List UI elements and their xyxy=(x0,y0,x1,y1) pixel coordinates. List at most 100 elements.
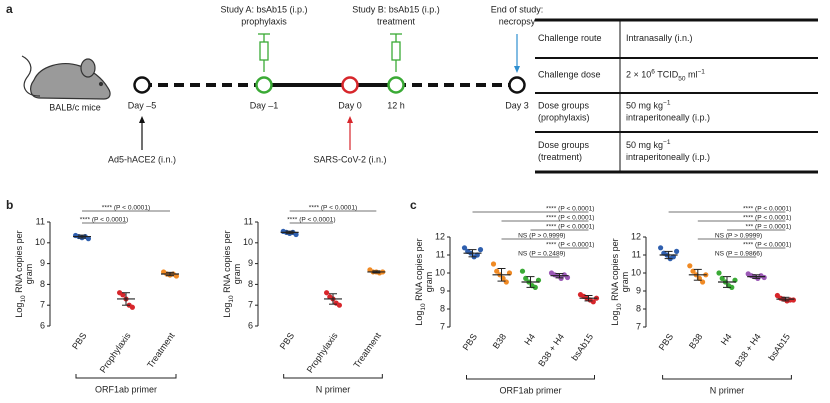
y-tick-label: 9 xyxy=(636,285,641,295)
y-axis-label: gram xyxy=(232,264,242,285)
event-label: End of study: xyxy=(491,4,544,14)
y-tick-label: 12 xyxy=(435,231,445,241)
event-label: Ad5-hACE2 (i.n.) xyxy=(108,154,176,164)
y-axis-label: Log10 RNA copies per xyxy=(610,238,623,325)
x-tick-label: Prophylaxis xyxy=(98,330,133,374)
data-point xyxy=(494,268,500,274)
syringe-body xyxy=(259,41,269,61)
significance-label: **** (P < 0.0001) xyxy=(743,214,791,221)
table-cell: Intranasally (i.n.) xyxy=(626,33,693,43)
significance-label: **** (P < 0.0001) xyxy=(546,223,594,230)
group-bracket xyxy=(466,375,595,380)
day-label: Day 3 xyxy=(505,100,529,110)
data-point xyxy=(120,292,126,298)
text-run: 50 mg kg xyxy=(626,140,663,150)
x-tick-label: PBS xyxy=(461,332,480,352)
text-run: gram xyxy=(232,264,242,285)
x-tick-label: Treatment xyxy=(351,330,383,369)
x-tick-label: PBS xyxy=(657,332,676,352)
y-tick-label: 11 xyxy=(436,249,445,259)
text-run: Challenge dose xyxy=(538,70,601,80)
panel-label: c xyxy=(410,198,417,212)
table-cell: intraperitoneally (i.p.) xyxy=(626,113,710,123)
text-run: RNA copies per xyxy=(414,238,424,303)
x-axis-label: ORF1ab primer xyxy=(95,384,157,394)
subscript: 10 xyxy=(20,295,27,303)
significance-label: **** (P < 0.0001) xyxy=(80,216,128,223)
data-point xyxy=(173,273,179,279)
significance-label: NS (P > 0.9999) xyxy=(518,232,565,239)
table-cell: 50 mg kg−1 xyxy=(626,100,671,111)
table-cell: 50 mg kg−1 xyxy=(626,139,671,150)
x-axis-label: ORF1ab primer xyxy=(499,385,561,395)
event-label: Study B: bsAb15 (i.p.) xyxy=(352,4,440,14)
text-run: 50 mg kg xyxy=(626,101,663,111)
group-bracket xyxy=(662,375,792,380)
syringe-body xyxy=(391,41,401,61)
y-axis-label: Log10 RNA copies per xyxy=(14,230,27,317)
significance-label: NS (P = 0.2489) xyxy=(518,250,565,257)
table-cell: (prophylaxis) xyxy=(538,113,590,123)
significance-label: **** (P < 0.0001) xyxy=(546,205,594,212)
x-tick-label: B38 xyxy=(491,332,508,351)
significance-label: *** (P = 0.0001) xyxy=(746,223,792,230)
y-axis-label: gram xyxy=(424,272,434,293)
y-tick-label: 11 xyxy=(632,249,641,259)
significance-label: **** (P < 0.0001) xyxy=(287,216,335,223)
x-tick-label: Prophylaxis xyxy=(305,330,340,374)
timepoint xyxy=(255,76,273,94)
data-point xyxy=(532,284,538,290)
data-point xyxy=(503,279,509,285)
data-point xyxy=(687,263,693,269)
significance-label: NS (P > 0.9999) xyxy=(715,232,762,239)
event-label: prophylaxis xyxy=(241,16,287,26)
superscript: 6 xyxy=(651,69,655,76)
x-tick-label: PBS xyxy=(278,331,297,351)
text-run: gram xyxy=(24,264,34,285)
day-label: Day 0 xyxy=(338,100,362,110)
data-point xyxy=(716,270,722,276)
subscript: 10 xyxy=(228,295,235,303)
significance-label: **** (P < 0.0001) xyxy=(546,241,594,248)
data-point xyxy=(674,248,680,254)
y-tick-label: 6 xyxy=(40,320,45,330)
table-cell: (treatment) xyxy=(538,152,582,162)
significance-label: **** (P < 0.0001) xyxy=(743,241,791,248)
table-cell: Dose groups xyxy=(538,101,590,111)
text-run: Log xyxy=(222,303,232,318)
significance-label: **** (P < 0.0001) xyxy=(102,204,150,211)
syringe-icon xyxy=(258,33,270,72)
data-point xyxy=(519,268,526,274)
panel-label: a xyxy=(6,2,13,16)
text-run: Log xyxy=(610,311,620,326)
y-tick-label: 8 xyxy=(440,303,445,313)
timepoint xyxy=(387,76,405,94)
data-point xyxy=(790,297,797,303)
superscript: −1 xyxy=(663,139,671,146)
significance-label: **** (P < 0.0001) xyxy=(743,205,791,212)
data-point xyxy=(658,245,664,251)
x-tick-label: B38 + H4 xyxy=(733,332,763,369)
y-tick-label: 10 xyxy=(35,237,45,247)
y-tick-label: 7 xyxy=(248,300,253,310)
text-run: ml xyxy=(685,70,697,80)
data-point xyxy=(477,247,484,253)
subscript: 50 xyxy=(678,76,686,83)
data-point xyxy=(490,261,497,267)
event-label: necropsy xyxy=(499,16,536,26)
text-run: (prophylaxis) xyxy=(538,113,590,123)
x-tick-label: Treatment xyxy=(145,330,177,369)
x-tick-label: bsAb15 xyxy=(766,332,792,363)
x-tick-label: B38 xyxy=(687,332,704,351)
y-tick-label: 7 xyxy=(636,321,641,331)
text-run: RNA copies per xyxy=(610,238,620,303)
significance-label: **** (P < 0.0001) xyxy=(309,204,357,211)
event-label: Study A: bsAb15 (i.p.) xyxy=(220,4,307,14)
y-axis-label: Log10 RNA copies per xyxy=(414,238,427,325)
event-label: treatment xyxy=(377,16,416,26)
text-run: Log xyxy=(414,311,424,326)
arrow-head xyxy=(514,66,520,73)
table-cell: intraperitoneally (i.p.) xyxy=(626,152,710,162)
event-label: SARS-CoV-2 (i.n.) xyxy=(313,154,386,164)
